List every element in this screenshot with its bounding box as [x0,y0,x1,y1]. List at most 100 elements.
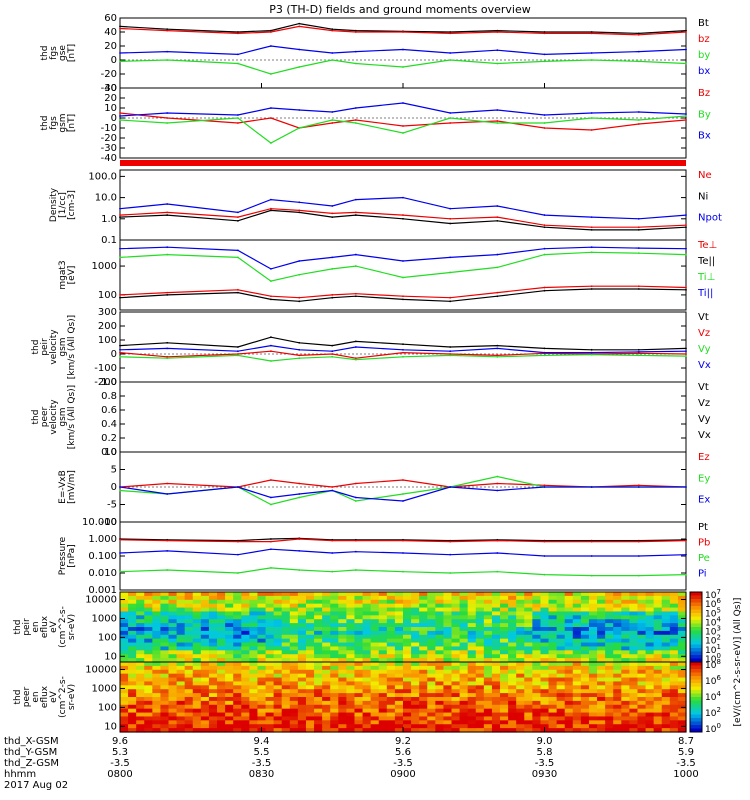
spectrogram-cell [475,603,485,609]
y-tick-label: 100.0 [88,171,117,182]
spectrogram-cell [362,611,372,616]
spectrogram-cell [597,689,606,694]
spectrogram-cell [225,599,234,605]
colorbar-cell [690,616,702,621]
spectrogram-cell [677,592,687,597]
spectrogram-cell [330,720,339,725]
spectrogram-cell [403,619,412,624]
data-point [496,489,499,492]
spectrogram-cell [435,689,445,694]
spectrogram-cell [483,627,493,632]
data-point [402,276,404,279]
spectrogram-cell [152,728,162,733]
spectrogram-cell [564,724,574,729]
spectrogram-cell [637,630,647,636]
spectrogram-cell [192,619,202,624]
spectrogram-cell [378,642,388,648]
spectrogram-cell [677,693,687,698]
spectrogram-cell [394,724,404,729]
data-point [685,573,687,576]
spectrogram-cell [330,685,339,690]
spectrogram-cell [136,662,145,667]
spectrogram-cell [168,627,178,632]
spectrogram-cell [419,630,428,636]
spectrogram-cell [564,728,574,733]
data-point [166,28,169,31]
spectrogram-cell [443,607,453,613]
spectrogram-cell [419,654,428,659]
legend-label: Pb [698,538,710,549]
spectrogram-cell [524,630,533,636]
spectrogram-cell [136,677,145,683]
spectrogram-cell [362,642,372,648]
spectrogram-cell [217,716,226,721]
spectrogram-cell [572,697,582,702]
data-point [119,489,121,492]
spectrogram-cell [354,693,364,698]
spectrogram-cell [605,630,614,636]
spectrogram-cell [289,681,299,686]
spectrogram-cell [500,592,509,597]
spectrogram-cell [314,665,323,671]
spectrogram-cell [459,662,469,667]
spectrogram-cell [500,654,509,659]
spectrogram-cell [281,697,291,702]
data-point [270,45,272,47]
spectrogram-cell [451,673,461,679]
spectrogram-cell [249,603,259,609]
spectrogram-cell [605,716,614,721]
y-tick-label: 1.0 [101,377,117,388]
spectrogram-cell [273,708,283,714]
spectrogram-cell [677,728,687,733]
data-point [119,214,121,216]
legend-label: Ey [698,473,710,484]
spectrogram-cell [152,720,162,725]
spectrogram-cell [605,607,614,613]
spectrogram-cell [516,611,525,616]
spectrogram-cell [152,658,162,663]
spectrogram-cell [322,646,331,651]
spectrogram-cell [524,681,533,686]
spectrogram-cell [532,654,542,659]
spectrogram-cell [120,642,129,648]
data-point [402,125,404,127]
spectrogram-cell [338,693,347,698]
spectrogram-cell [597,638,606,644]
spectrogram-cell [136,708,145,714]
spectrogram-cell [532,599,542,605]
spectrogram-cell [419,642,428,648]
spectrogram-cell [370,704,380,710]
spectrogram-cell [128,693,137,698]
spectrogram-cell [540,630,550,636]
spectrogram-cell [419,619,428,624]
spectrogram-cell [314,650,323,655]
spectrogram-cell [160,681,170,686]
data-point [402,539,404,542]
spectrogram-cell [152,693,162,698]
spectrogram-cell [370,665,380,671]
spectrogram-cell [362,665,372,671]
spectrogram-cell [443,716,453,721]
spectrogram-cell [273,654,283,659]
y-tick-label: 20 [104,41,117,52]
spectrogram-cell [265,685,275,690]
spectrogram-cell [411,646,420,651]
spectrogram-cell [265,634,275,640]
spectrogram-cell [435,685,445,690]
spectrogram-cell [621,662,630,667]
spectrogram-cell [330,642,339,648]
colorbar-tick-label: 100 [705,652,721,665]
spectrogram-cell [645,634,655,640]
spectrogram-cell [354,642,364,648]
spectrogram-cell [330,615,339,620]
spectrogram-cell [330,708,339,714]
y-axis-label: thd [31,410,41,425]
spectrogram-cell [677,607,687,613]
data-point [685,350,687,353]
spectrogram-cell [370,693,380,698]
spectrogram-cell [516,607,525,613]
spectrogram-cell [548,673,558,679]
data-point [637,348,640,351]
series-Vz [119,350,687,359]
